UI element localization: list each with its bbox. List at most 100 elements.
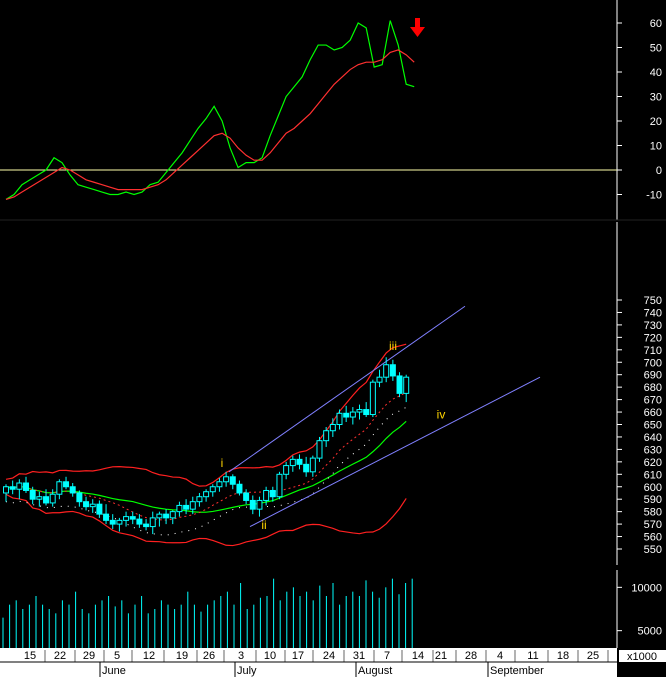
date-tick-label: 28	[465, 650, 477, 662]
candle-body	[309, 457, 316, 473]
price-tick-label: 630	[644, 444, 662, 456]
volume-tick-label: 5000	[638, 626, 662, 638]
date-tick-label: 25	[587, 650, 599, 662]
price-tick-label: 600	[644, 482, 662, 494]
moving-average-dotted-red	[5, 391, 407, 521]
candle-body	[9, 486, 16, 490]
bollinger-lower	[5, 493, 407, 547]
price-candle	[349, 407, 356, 425]
indicator-panel: -10 0 10 20 30 40 50 60	[0, 0, 666, 221]
candle-body	[289, 458, 296, 467]
indicator-tick-label: 30	[650, 92, 662, 104]
price-tick-label: 550	[644, 544, 662, 556]
price-candle	[36, 491, 43, 507]
candle-body	[29, 489, 36, 500]
wave-label-i: i	[221, 456, 224, 470]
price-candle	[49, 489, 56, 507]
price-candle	[116, 517, 123, 532]
price-candle	[189, 496, 196, 515]
date-tick-label: 22	[54, 650, 66, 662]
indicator-line-red	[5, 49, 415, 200]
price-tick-label: 590	[644, 494, 662, 506]
price-candle	[289, 455, 296, 472]
price-candle	[269, 486, 276, 502]
volume-panel: 5000 10000 x1000	[2, 570, 666, 663]
price-tick-label: 700	[644, 357, 662, 369]
price-tick-label: 680	[644, 382, 662, 394]
price-candle	[343, 405, 350, 423]
candle-body	[156, 513, 163, 519]
price-tick-label: 570	[644, 519, 662, 531]
date-tick-label: 15	[24, 650, 36, 662]
candle-body	[303, 463, 310, 473]
candle-body	[116, 519, 123, 525]
price-candle	[263, 486, 270, 506]
price-candle	[103, 504, 110, 525]
candle-body	[356, 409, 363, 413]
price-candle	[363, 402, 370, 418]
wave-label-iii: iii	[389, 339, 397, 353]
indicator-tick-label: 10	[650, 141, 662, 153]
candle-body	[149, 517, 156, 528]
candle-body	[176, 504, 183, 513]
candle-body	[123, 516, 130, 521]
price-tick-label: 750	[644, 295, 662, 307]
candle-body	[369, 381, 376, 416]
red-down-arrow-icon	[410, 18, 425, 37]
price-candle	[163, 509, 170, 525]
price-candle	[369, 379, 376, 418]
channel-lower-line	[249, 376, 541, 528]
price-candle	[109, 514, 116, 530]
candle-body	[363, 409, 370, 416]
price-tick-label: 640	[644, 432, 662, 444]
date-tick-label: 18	[557, 650, 569, 662]
date-tick-label: 29	[83, 650, 95, 662]
price-candle	[43, 489, 50, 506]
candle-body	[136, 518, 143, 525]
price-candle	[136, 514, 143, 528]
price-candle	[169, 510, 176, 525]
candle-body	[43, 496, 50, 504]
date-tick-label: 19	[176, 650, 188, 662]
channel-upper-line	[228, 305, 466, 473]
candle-body	[396, 375, 403, 394]
price-candle	[83, 496, 90, 511]
candle-body	[69, 486, 76, 494]
price-candle	[329, 418, 336, 437]
price-candle	[216, 478, 223, 492]
date-tick-label: 21	[435, 650, 447, 662]
candle-body	[49, 493, 56, 504]
price-candle	[309, 455, 316, 477]
date-tick-label: 4	[497, 650, 503, 662]
price-candle	[29, 486, 36, 505]
price-candle	[3, 484, 9, 502]
price-candle	[96, 500, 103, 518]
candle-body	[329, 424, 336, 432]
month-label: July	[237, 665, 257, 677]
price-candle	[89, 499, 96, 513]
price-candle	[389, 359, 396, 381]
candle-body	[376, 376, 383, 383]
volume-tick-label: 10000	[631, 582, 662, 594]
candle-body	[323, 430, 330, 442]
price-panel: 5505605705805906006106206306406506606706…	[3, 222, 662, 565]
price-candle	[303, 456, 310, 477]
candle-body	[389, 364, 396, 377]
price-candle	[323, 426, 330, 447]
candle-body	[16, 482, 23, 490]
month-label: August	[358, 665, 392, 677]
candle-body	[349, 411, 356, 418]
date-tick-label: 10	[264, 650, 276, 662]
price-tick-label: 580	[644, 507, 662, 519]
price-candle	[223, 471, 230, 487]
price-candle	[69, 483, 76, 497]
volume-unit-label: x1000	[627, 651, 657, 663]
date-tick-label: 5	[114, 650, 120, 662]
candle-body	[23, 482, 30, 491]
date-tick-label: 14	[412, 650, 424, 662]
price-candle	[149, 511, 156, 535]
date-tick-label: 12	[143, 650, 155, 662]
candle-body	[283, 465, 290, 475]
candle-body	[76, 492, 83, 503]
